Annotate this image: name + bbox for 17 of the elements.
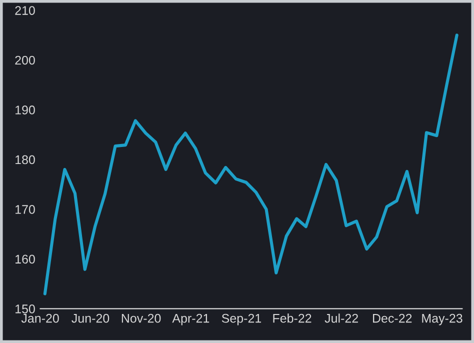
y-tick-label: 190	[16, 106, 35, 114]
x-tick-label: Jan-20	[21, 314, 59, 323]
line-series	[43, 34, 458, 296]
y-tick-label: 150	[16, 304, 35, 314]
y-tick-label: 200	[15, 56, 35, 65]
y-tick-label: 180	[16, 155, 35, 164]
x-tick-label: Nov-20	[122, 314, 161, 323]
x-tick-label: Jun-20	[72, 314, 110, 323]
y-tick-label: 210	[15, 6, 35, 15]
y-tick-label: 170	[16, 205, 35, 214]
x-tick-label: Sep-21	[222, 314, 262, 326]
y-tick-label: 160	[16, 254, 35, 264]
x-tick-label: Apr-21	[172, 314, 210, 326]
x-tick-label: May-23	[422, 314, 462, 326]
x-tick-label: Jul-22	[324, 314, 358, 323]
x-tick-label: Dec-22	[372, 314, 412, 323]
x-tick-label: Feb-22	[273, 314, 312, 323]
